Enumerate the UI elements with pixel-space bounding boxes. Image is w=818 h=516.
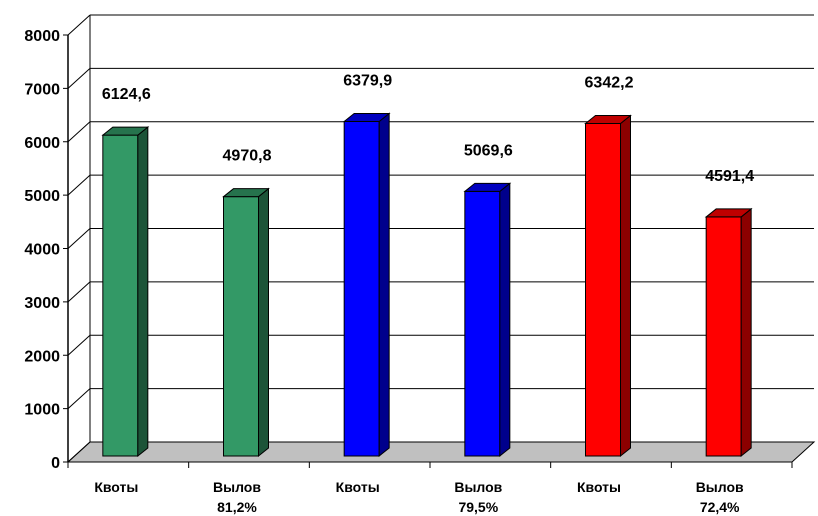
y-tick-label: 0 [51,455,60,472]
plot-background [66,441,816,463]
side-gridline [67,68,91,89]
data-label: 6124,6 [102,86,151,103]
y-tick-labels: 0 1000 2000 3000 4000 5000 6000 7000 8000 [24,28,60,472]
category-label: Вылов [454,479,502,495]
axes [63,15,793,468]
side-gridline [67,281,91,303]
bar-top [222,188,270,198]
bar-front [223,196,259,457]
category-sublabel: 79,5% [458,499,498,515]
y-tick-label: 6000 [24,135,60,152]
bar [463,182,512,458]
category-label: Вылов [696,479,744,495]
category-label: Вылов [213,479,261,495]
bar-top [584,114,632,124]
category-label: Квоты [336,479,380,495]
y-tick-label: 2000 [24,348,60,365]
side-gridline [67,14,91,36]
data-label: 4591,4 [705,168,754,185]
category-sublabel: 72,4% [700,499,740,515]
bar-top [101,126,150,136]
bar-side [740,207,752,458]
data-labels: 6124,6 4970,8 6379,9 5069,6 6342,2 4591,4 [102,72,754,184]
bar-side [137,126,149,458]
y-tick-label: 8000 [24,28,60,45]
bar [101,126,150,458]
bar-top [463,182,512,192]
plot-floor [66,441,816,463]
side-gridline [67,441,91,463]
y-tick-label: 7000 [24,81,60,98]
bar [342,112,391,458]
bar-side [258,187,269,458]
bar-top [342,112,391,122]
bar-front [585,122,621,457]
side-gridline [67,174,91,196]
y-tick-label: 3000 [24,295,60,312]
data-label: 6342,2 [585,74,634,91]
category-labels: Квоты Вылов 81,2% Квоты Вылов 79,5% Квоты Вылов… [94,479,744,515]
y-tick-label: 4000 [24,242,60,259]
bar-side [620,114,631,458]
bar-front [464,190,501,457]
y-tick-label: 5000 [24,188,60,205]
grid-lines [67,14,814,463]
side-gridline [67,121,91,143]
data-label: 5069,6 [464,142,513,159]
data-label: 4970,8 [223,148,272,165]
bar-side [378,112,390,458]
bar-front [102,134,139,457]
bars [101,112,753,458]
bar [222,187,270,458]
side-gridline [67,228,91,249]
category-label: Квоты [94,479,138,495]
y-tick-label: 1000 [24,402,60,419]
category-label: Квоты [577,479,621,495]
bar-front [705,216,742,457]
bar-top [704,208,753,218]
bar-front [343,120,380,457]
bar [704,207,753,458]
data-label: 6379,9 [343,72,392,89]
category-sublabel: 81,2% [217,499,257,515]
bar-side [499,182,511,458]
bar [584,114,632,458]
side-gridline [67,334,91,356]
side-gridline [67,388,91,409]
